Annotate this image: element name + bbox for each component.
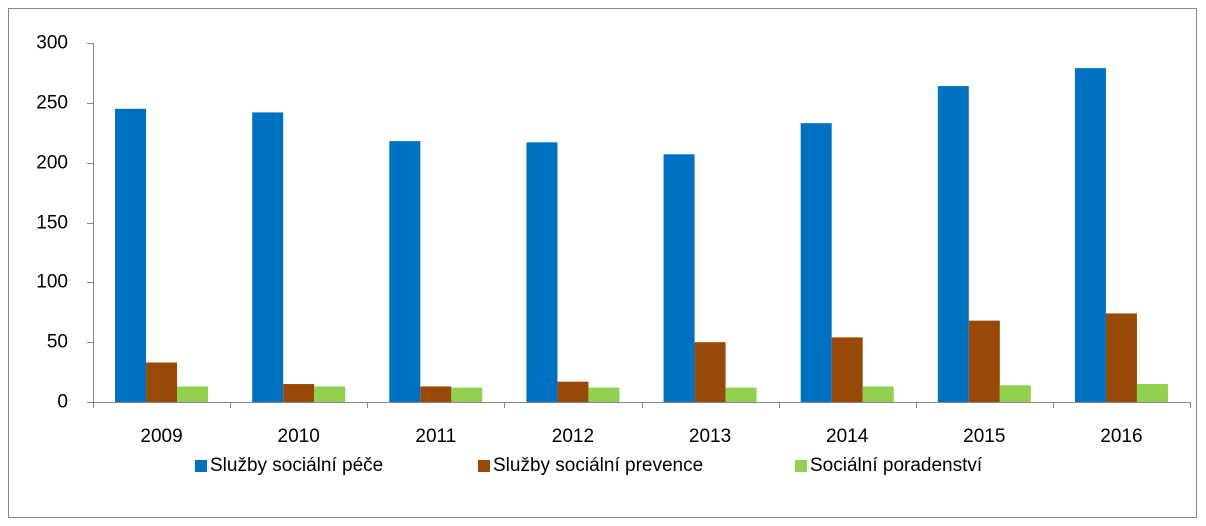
bar bbox=[1074, 68, 1106, 402]
x-tick-label: 2015 bbox=[963, 426, 1005, 447]
bar bbox=[283, 384, 315, 402]
legend-label: Sociální poradenství bbox=[810, 455, 983, 476]
x-tick-label: 2010 bbox=[278, 426, 320, 447]
legend-swatch bbox=[478, 460, 490, 472]
y-tick-label: 50 bbox=[47, 332, 68, 353]
bar bbox=[526, 142, 558, 402]
bar bbox=[663, 154, 695, 402]
legend-swatch bbox=[195, 460, 207, 472]
bar bbox=[999, 385, 1031, 402]
bar bbox=[177, 386, 209, 402]
y-tick-label: 100 bbox=[36, 272, 68, 293]
x-tick-label: 2016 bbox=[1100, 426, 1142, 447]
bar bbox=[862, 386, 894, 402]
bar bbox=[420, 386, 452, 402]
bar bbox=[314, 386, 346, 402]
x-tick-label: 2011 bbox=[415, 426, 456, 447]
y-tick-label: 0 bbox=[57, 392, 68, 413]
bar bbox=[694, 342, 726, 402]
y-tick-label: 200 bbox=[36, 153, 68, 174]
bar bbox=[725, 387, 757, 402]
y-tick-label: 300 bbox=[36, 33, 68, 54]
x-tick-label: 2013 bbox=[689, 426, 731, 447]
bar bbox=[557, 381, 589, 402]
bar bbox=[831, 337, 863, 402]
bar bbox=[252, 112, 284, 402]
bar bbox=[1105, 313, 1137, 402]
chart-border bbox=[8, 8, 1197, 518]
x-tick-label: 2009 bbox=[140, 426, 182, 447]
y-tick-label: 250 bbox=[36, 93, 68, 114]
bar bbox=[1136, 384, 1168, 402]
bar bbox=[146, 362, 178, 402]
bar bbox=[389, 141, 421, 403]
legend-label: Služby sociální péče bbox=[210, 455, 383, 476]
bar bbox=[968, 320, 1000, 402]
legend-swatch bbox=[795, 460, 807, 472]
bar bbox=[451, 387, 483, 402]
x-tick-label: 2012 bbox=[552, 426, 594, 447]
x-tick-label: 2014 bbox=[826, 426, 869, 447]
bar bbox=[115, 108, 147, 403]
bar bbox=[800, 123, 832, 402]
y-tick-label: 150 bbox=[36, 213, 68, 234]
bar bbox=[937, 86, 969, 402]
bar bbox=[588, 387, 620, 402]
legend-label: Služby sociální prevence bbox=[493, 455, 703, 476]
